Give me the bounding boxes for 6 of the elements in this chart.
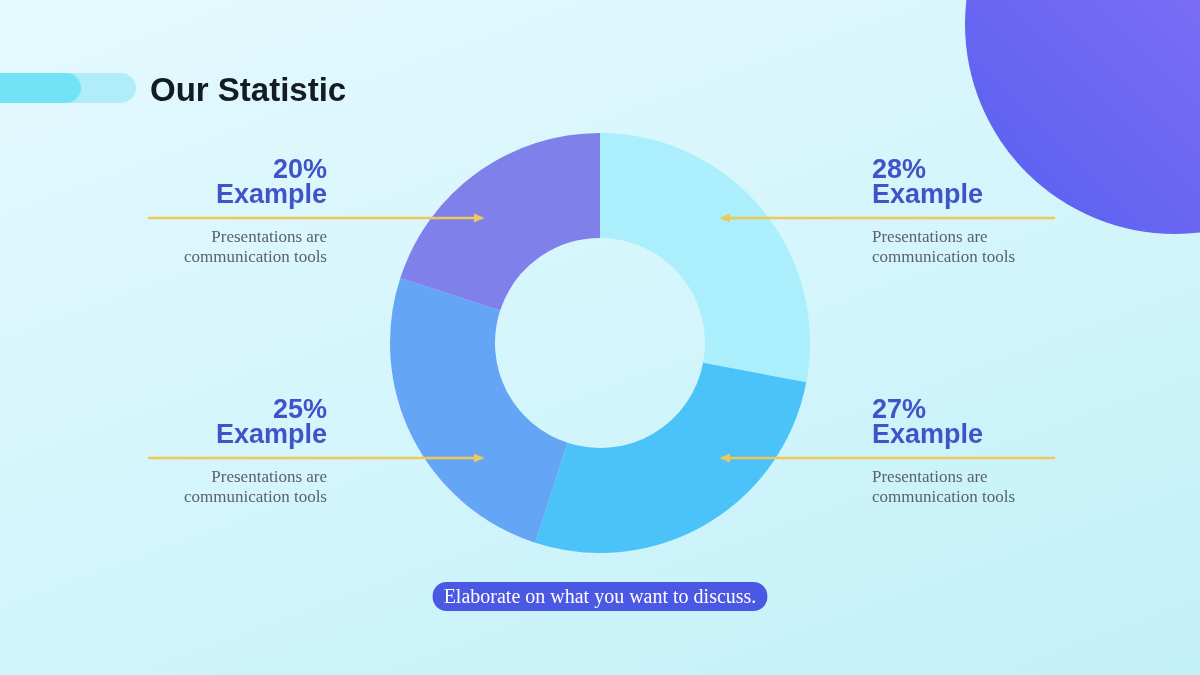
text: Elaborate on what you want to discuss. [443, 584, 757, 608]
text: Presentations are communication tools [183, 227, 327, 266]
text: Presentations are communication tools [872, 227, 1016, 266]
text: Presentations are communication tools [183, 467, 327, 506]
chart-title: Our Statistic [150, 71, 347, 108]
text: Presentations are communication tools [872, 467, 1016, 506]
